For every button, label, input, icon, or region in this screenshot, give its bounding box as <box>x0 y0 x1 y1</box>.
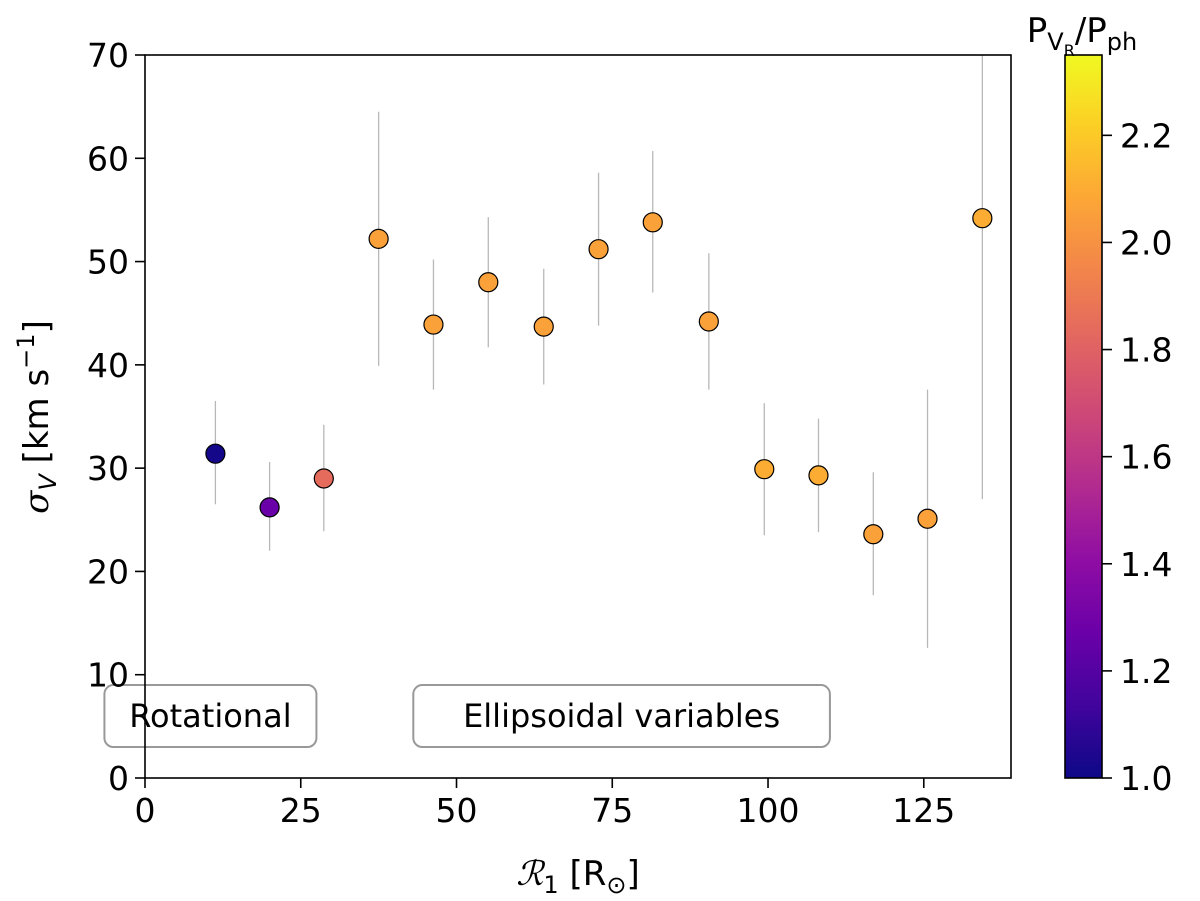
data-point <box>259 497 280 518</box>
data-point <box>917 508 938 529</box>
data-point <box>863 524 884 545</box>
annotation-box <box>412 684 831 749</box>
annotations: Rotational Ellipsoidal variables <box>103 684 831 749</box>
colorbar-tick-label: 1.0 <box>1120 759 1172 798</box>
data-point <box>423 314 444 335</box>
x-tick-label: 25 <box>280 791 322 830</box>
data-point <box>642 212 663 233</box>
y-tick-label: 30 <box>87 449 129 488</box>
colorbar-tick-label: 2.0 <box>1120 223 1172 262</box>
data-point <box>972 208 993 229</box>
data-point <box>698 311 719 332</box>
error-bars <box>214 55 983 648</box>
data-point <box>313 468 334 489</box>
y-tick-label: 50 <box>87 243 129 282</box>
colorbar-tick-label: 2.2 <box>1120 116 1172 155</box>
data-point <box>533 316 554 337</box>
data-point <box>205 443 226 464</box>
annotation-box <box>103 684 318 749</box>
data-point <box>754 459 775 480</box>
data-point <box>368 228 389 249</box>
colorbar-tick-label: 1.6 <box>1120 438 1172 477</box>
data-point <box>588 239 609 260</box>
data-points <box>205 208 993 545</box>
y-tick-label: 10 <box>87 656 129 695</box>
annotation-text: Rotational <box>129 697 291 735</box>
colorbar <box>1064 54 1103 779</box>
x-axis-label: ℛ1 [R⊙] <box>516 854 640 899</box>
colorbar-ticks: 1.0 1.2 1.4 1.6 1.8 2.0 2.2 <box>1102 116 1172 798</box>
plot-frame <box>144 54 1012 779</box>
y-tick-label: 0 <box>108 759 129 798</box>
y-tick-label: 60 <box>87 139 129 178</box>
data-point <box>478 272 499 293</box>
annotation-text: Ellipsoidal variables <box>463 697 780 735</box>
x-tick-label: 0 <box>135 791 156 830</box>
colorbar-label: PVR/Pph <box>1027 11 1137 60</box>
colorbar-tick-label: 1.8 <box>1120 331 1172 370</box>
y-tick-label: 20 <box>87 552 129 591</box>
y-tick-label: 40 <box>87 346 129 385</box>
data-point <box>808 465 829 486</box>
x-tick-label: 125 <box>892 791 955 830</box>
y-axis-ticks: 0 10 20 30 40 50 60 70 <box>87 36 145 798</box>
x-tick-label: 50 <box>436 791 478 830</box>
y-tick-label: 70 <box>87 36 129 75</box>
x-axis-ticks: 0 25 50 75 100 125 <box>135 778 955 830</box>
x-tick-label: 100 <box>737 791 800 830</box>
colorbar-tick-label: 1.2 <box>1120 652 1172 691</box>
y-axis-label: σV [km s−1] <box>12 320 62 514</box>
x-tick-label: 75 <box>591 791 633 830</box>
colorbar-tick-label: 1.4 <box>1120 545 1172 584</box>
